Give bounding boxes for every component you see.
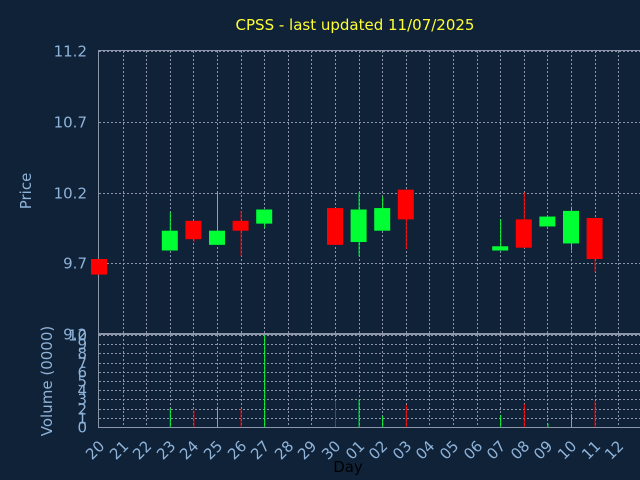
day-tick-label: 02 (365, 437, 391, 463)
x-axis-label: Day (333, 458, 363, 476)
price-tick-label: 9.2 (63, 326, 87, 344)
candle-body (91, 259, 107, 275)
price-tick-label: 10.2 (54, 185, 87, 203)
day-tick-label: 12 (601, 437, 627, 463)
candle-body (161, 230, 178, 251)
price-candles (91, 189, 603, 275)
volume-axis-label: Volume (0000) (38, 326, 56, 436)
price-tick-label: 10.7 (54, 114, 87, 132)
day-tick-label: 20 (82, 437, 108, 463)
price-tick-label: 11.2 (54, 43, 87, 61)
volume-tick-label: 3 (77, 391, 87, 409)
volume-tick-label: 10 (68, 327, 87, 345)
candle-body (492, 246, 509, 251)
price-plot-area (98, 50, 640, 334)
candle-body (232, 220, 249, 231)
chart-title: CPSS - last updated 11/07/2025 (236, 16, 475, 34)
price-tick-label: 9.7 (63, 255, 87, 273)
volume-tick-label: 9 (77, 336, 87, 354)
price-axis-label: Price (17, 173, 35, 210)
volume-tick-label: 7 (77, 355, 87, 373)
candle-body (515, 219, 532, 248)
candle-body (374, 208, 391, 231)
volume-tick-label: 6 (77, 364, 87, 382)
candle-body (256, 209, 273, 224)
volume-bars (169, 335, 596, 427)
volume-tick-label: 5 (77, 373, 87, 391)
day-tick-label: 22 (129, 437, 155, 463)
candle-body (397, 189, 414, 220)
day-tick-label: 10 (554, 437, 580, 463)
candle-body (327, 208, 343, 245)
day-tick-label: 27 (247, 437, 273, 463)
volume-tick-label: 4 (77, 382, 87, 400)
candle-body (209, 230, 225, 245)
candle-body (185, 220, 202, 240)
day-tick-label: 07 (483, 437, 509, 463)
volume-tick-label: 8 (77, 345, 87, 363)
candle-body (539, 216, 556, 227)
volume-tick-label: 2 (77, 401, 87, 419)
candle-body (350, 209, 367, 243)
day-tick-label: 24 (176, 437, 202, 463)
day-tick-label: 09 (530, 437, 556, 463)
day-tick-label: 04 (412, 437, 438, 463)
day-tick-label: 05 (436, 437, 462, 463)
volume-tick-label: 1 (77, 410, 87, 428)
candle-body (563, 210, 579, 244)
day-tick-label: 29 (294, 437, 320, 463)
candle-body (586, 217, 603, 260)
day-tick-label: 25 (200, 437, 226, 463)
volume-tick-label: 0 (77, 419, 87, 437)
